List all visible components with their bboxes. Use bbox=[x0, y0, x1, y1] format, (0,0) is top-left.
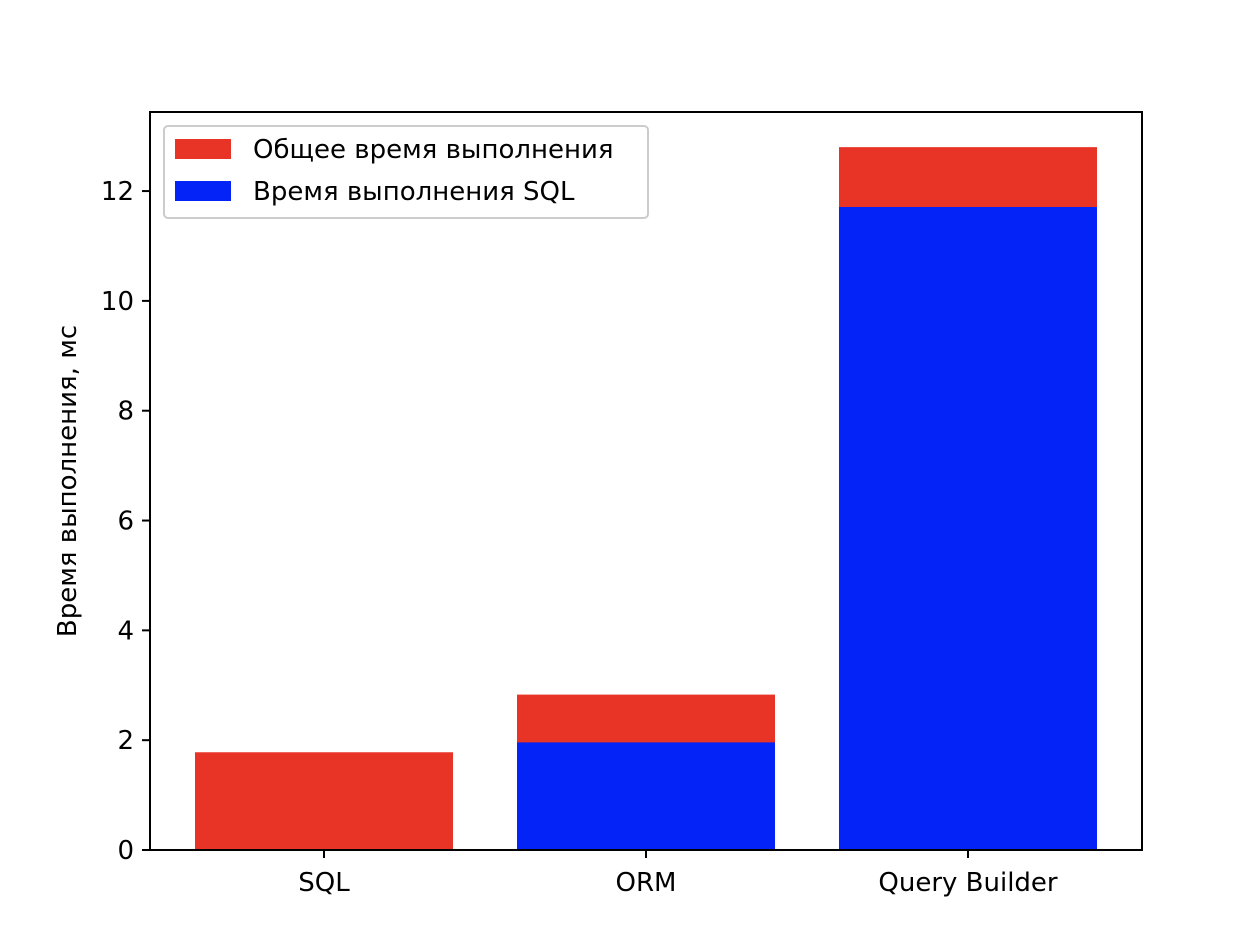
y-tick-label: 4 bbox=[117, 616, 134, 646]
bar-total-sql bbox=[195, 752, 453, 850]
x-tick-label: Query Builder bbox=[878, 868, 1058, 898]
y-tick-label: 12 bbox=[101, 177, 134, 207]
y-axis: 0 2 4 6 8 10 12 bbox=[101, 177, 150, 866]
bars-layer bbox=[195, 147, 1097, 851]
legend-swatch-sql-time bbox=[175, 181, 231, 201]
x-tick-label: SQL bbox=[298, 868, 350, 898]
y-tick-label: 10 bbox=[101, 287, 134, 317]
y-tick-label: 2 bbox=[117, 726, 134, 756]
legend: Общее время выполнения Время выполнения … bbox=[163, 125, 649, 219]
legend-label-sql-time: Время выполнения SQL bbox=[253, 177, 575, 207]
y-tick-label: 6 bbox=[117, 507, 134, 537]
y-tick-label: 0 bbox=[117, 836, 134, 866]
legend-swatch-total-time bbox=[175, 139, 231, 159]
bar-sql-query-builder bbox=[839, 206, 1097, 850]
y-axis-label: Время выполнения, мс bbox=[53, 325, 83, 637]
y-tick-label: 8 bbox=[117, 397, 134, 427]
legend-frame bbox=[163, 125, 649, 219]
bar-sql-orm bbox=[517, 742, 775, 850]
x-axis: SQL ORM Query Builder bbox=[298, 850, 1058, 898]
legend-label-total-time: Общее время выполнения bbox=[253, 135, 614, 165]
x-tick-label: ORM bbox=[616, 868, 677, 898]
